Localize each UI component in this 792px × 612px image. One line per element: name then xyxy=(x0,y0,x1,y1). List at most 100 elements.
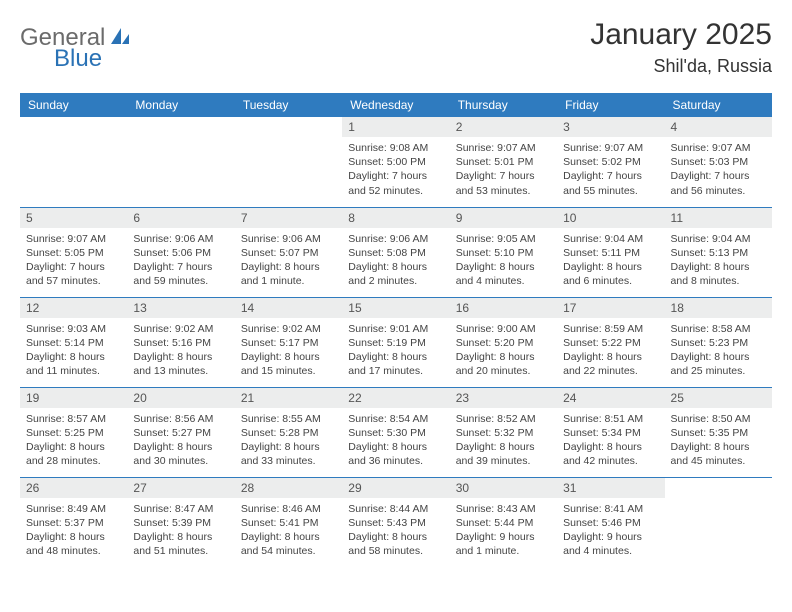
day-number: 19 xyxy=(20,388,127,408)
day-number: 17 xyxy=(557,298,664,318)
day-info: Sunrise: 9:00 AMSunset: 5:20 PMDaylight:… xyxy=(450,318,557,385)
day-number: 21 xyxy=(235,388,342,408)
day-number: 10 xyxy=(557,208,664,228)
day-info: Sunrise: 8:46 AMSunset: 5:41 PMDaylight:… xyxy=(235,498,342,565)
day-header-row: Sunday Monday Tuesday Wednesday Thursday… xyxy=(20,93,772,117)
calendar-day-cell xyxy=(20,117,127,207)
calendar-day-cell: 4Sunrise: 9:07 AMSunset: 5:03 PMDaylight… xyxy=(665,117,772,207)
day-number: 1 xyxy=(342,117,449,137)
calendar-week-row: 26Sunrise: 8:49 AMSunset: 5:37 PMDayligh… xyxy=(20,477,772,567)
day-info: Sunrise: 8:49 AMSunset: 5:37 PMDaylight:… xyxy=(20,498,127,565)
day-info: Sunrise: 9:07 AMSunset: 5:05 PMDaylight:… xyxy=(20,228,127,295)
calendar-day-cell: 22Sunrise: 8:54 AMSunset: 5:30 PMDayligh… xyxy=(342,387,449,477)
calendar-day-cell: 15Sunrise: 9:01 AMSunset: 5:19 PMDayligh… xyxy=(342,297,449,387)
calendar-day-cell: 17Sunrise: 8:59 AMSunset: 5:22 PMDayligh… xyxy=(557,297,664,387)
day-info: Sunrise: 9:02 AMSunset: 5:17 PMDaylight:… xyxy=(235,318,342,385)
day-number: 3 xyxy=(557,117,664,137)
calendar-table: Sunday Monday Tuesday Wednesday Thursday… xyxy=(20,93,772,567)
day-number: 22 xyxy=(342,388,449,408)
calendar-day-cell xyxy=(235,117,342,207)
day-info: Sunrise: 9:06 AMSunset: 5:07 PMDaylight:… xyxy=(235,228,342,295)
day-number xyxy=(235,117,342,137)
day-info: Sunrise: 8:44 AMSunset: 5:43 PMDaylight:… xyxy=(342,498,449,565)
day-info: Sunrise: 8:50 AMSunset: 5:35 PMDaylight:… xyxy=(665,408,772,475)
day-number: 5 xyxy=(20,208,127,228)
day-info: Sunrise: 9:05 AMSunset: 5:10 PMDaylight:… xyxy=(450,228,557,295)
calendar-day-cell: 31Sunrise: 8:41 AMSunset: 5:46 PMDayligh… xyxy=(557,477,664,567)
calendar-day-cell: 14Sunrise: 9:02 AMSunset: 5:17 PMDayligh… xyxy=(235,297,342,387)
day-number xyxy=(665,478,772,498)
day-header: Friday xyxy=(557,93,664,117)
day-info: Sunrise: 8:55 AMSunset: 5:28 PMDaylight:… xyxy=(235,408,342,475)
day-info: Sunrise: 9:07 AMSunset: 5:03 PMDaylight:… xyxy=(665,137,772,204)
calendar-day-cell: 16Sunrise: 9:00 AMSunset: 5:20 PMDayligh… xyxy=(450,297,557,387)
calendar-day-cell: 9Sunrise: 9:05 AMSunset: 5:10 PMDaylight… xyxy=(450,207,557,297)
day-number: 20 xyxy=(127,388,234,408)
day-number: 28 xyxy=(235,478,342,498)
day-info: Sunrise: 8:52 AMSunset: 5:32 PMDaylight:… xyxy=(450,408,557,475)
day-info: Sunrise: 9:01 AMSunset: 5:19 PMDaylight:… xyxy=(342,318,449,385)
day-number: 9 xyxy=(450,208,557,228)
calendar-day-cell: 5Sunrise: 9:07 AMSunset: 5:05 PMDaylight… xyxy=(20,207,127,297)
month-title: January 2025 xyxy=(590,18,772,52)
calendar-day-cell: 23Sunrise: 8:52 AMSunset: 5:32 PMDayligh… xyxy=(450,387,557,477)
day-number: 27 xyxy=(127,478,234,498)
day-number: 18 xyxy=(665,298,772,318)
day-header: Sunday xyxy=(20,93,127,117)
day-info: Sunrise: 9:03 AMSunset: 5:14 PMDaylight:… xyxy=(20,318,127,385)
calendar-day-cell: 18Sunrise: 8:58 AMSunset: 5:23 PMDayligh… xyxy=(665,297,772,387)
calendar-day-cell: 13Sunrise: 9:02 AMSunset: 5:16 PMDayligh… xyxy=(127,297,234,387)
title-block: January 2025 Shil'da, Russia xyxy=(590,18,772,77)
day-header: Monday xyxy=(127,93,234,117)
day-info: Sunrise: 8:41 AMSunset: 5:46 PMDaylight:… xyxy=(557,498,664,565)
day-info: Sunrise: 9:04 AMSunset: 5:11 PMDaylight:… xyxy=(557,228,664,295)
day-info: Sunrise: 8:56 AMSunset: 5:27 PMDaylight:… xyxy=(127,408,234,475)
day-header: Tuesday xyxy=(235,93,342,117)
day-number: 12 xyxy=(20,298,127,318)
day-info: Sunrise: 9:04 AMSunset: 5:13 PMDaylight:… xyxy=(665,228,772,295)
day-info: Sunrise: 9:07 AMSunset: 5:01 PMDaylight:… xyxy=(450,137,557,204)
day-number: 7 xyxy=(235,208,342,228)
calendar-day-cell: 7Sunrise: 9:06 AMSunset: 5:07 PMDaylight… xyxy=(235,207,342,297)
calendar-day-cell: 26Sunrise: 8:49 AMSunset: 5:37 PMDayligh… xyxy=(20,477,127,567)
calendar-body: 1Sunrise: 9:08 AMSunset: 5:00 PMDaylight… xyxy=(20,117,772,567)
day-number xyxy=(20,117,127,137)
calendar-day-cell: 24Sunrise: 8:51 AMSunset: 5:34 PMDayligh… xyxy=(557,387,664,477)
calendar-day-cell: 8Sunrise: 9:06 AMSunset: 5:08 PMDaylight… xyxy=(342,207,449,297)
calendar-day-cell: 10Sunrise: 9:04 AMSunset: 5:11 PMDayligh… xyxy=(557,207,664,297)
day-number: 30 xyxy=(450,478,557,498)
day-info: Sunrise: 8:59 AMSunset: 5:22 PMDaylight:… xyxy=(557,318,664,385)
day-info: Sunrise: 8:57 AMSunset: 5:25 PMDaylight:… xyxy=(20,408,127,475)
calendar-day-cell: 11Sunrise: 9:04 AMSunset: 5:13 PMDayligh… xyxy=(665,207,772,297)
day-info: Sunrise: 8:58 AMSunset: 5:23 PMDaylight:… xyxy=(665,318,772,385)
calendar-day-cell: 27Sunrise: 8:47 AMSunset: 5:39 PMDayligh… xyxy=(127,477,234,567)
calendar-day-cell: 2Sunrise: 9:07 AMSunset: 5:01 PMDaylight… xyxy=(450,117,557,207)
day-number: 25 xyxy=(665,388,772,408)
calendar-week-row: 12Sunrise: 9:03 AMSunset: 5:14 PMDayligh… xyxy=(20,297,772,387)
day-info: Sunrise: 9:02 AMSunset: 5:16 PMDaylight:… xyxy=(127,318,234,385)
day-info: Sunrise: 9:06 AMSunset: 5:06 PMDaylight:… xyxy=(127,228,234,295)
day-info: Sunrise: 8:51 AMSunset: 5:34 PMDaylight:… xyxy=(557,408,664,475)
day-header: Wednesday xyxy=(342,93,449,117)
day-header: Saturday xyxy=(665,93,772,117)
day-number: 4 xyxy=(665,117,772,137)
day-number: 11 xyxy=(665,208,772,228)
day-number: 8 xyxy=(342,208,449,228)
day-number: 24 xyxy=(557,388,664,408)
calendar-day-cell: 29Sunrise: 8:44 AMSunset: 5:43 PMDayligh… xyxy=(342,477,449,567)
brand-part2: Blue xyxy=(54,45,102,72)
calendar-day-cell: 3Sunrise: 9:07 AMSunset: 5:02 PMDaylight… xyxy=(557,117,664,207)
day-info: Sunrise: 8:47 AMSunset: 5:39 PMDaylight:… xyxy=(127,498,234,565)
day-number: 31 xyxy=(557,478,664,498)
calendar-day-cell: 1Sunrise: 9:08 AMSunset: 5:00 PMDaylight… xyxy=(342,117,449,207)
calendar-day-cell: 21Sunrise: 8:55 AMSunset: 5:28 PMDayligh… xyxy=(235,387,342,477)
day-info: Sunrise: 8:54 AMSunset: 5:30 PMDaylight:… xyxy=(342,408,449,475)
day-header: Thursday xyxy=(450,93,557,117)
calendar-day-cell: 6Sunrise: 9:06 AMSunset: 5:06 PMDaylight… xyxy=(127,207,234,297)
location: Shil'da, Russia xyxy=(590,56,772,77)
day-info: Sunrise: 9:07 AMSunset: 5:02 PMDaylight:… xyxy=(557,137,664,204)
day-number: 16 xyxy=(450,298,557,318)
day-info: Sunrise: 9:06 AMSunset: 5:08 PMDaylight:… xyxy=(342,228,449,295)
calendar-day-cell xyxy=(127,117,234,207)
calendar-day-cell: 20Sunrise: 8:56 AMSunset: 5:27 PMDayligh… xyxy=(127,387,234,477)
